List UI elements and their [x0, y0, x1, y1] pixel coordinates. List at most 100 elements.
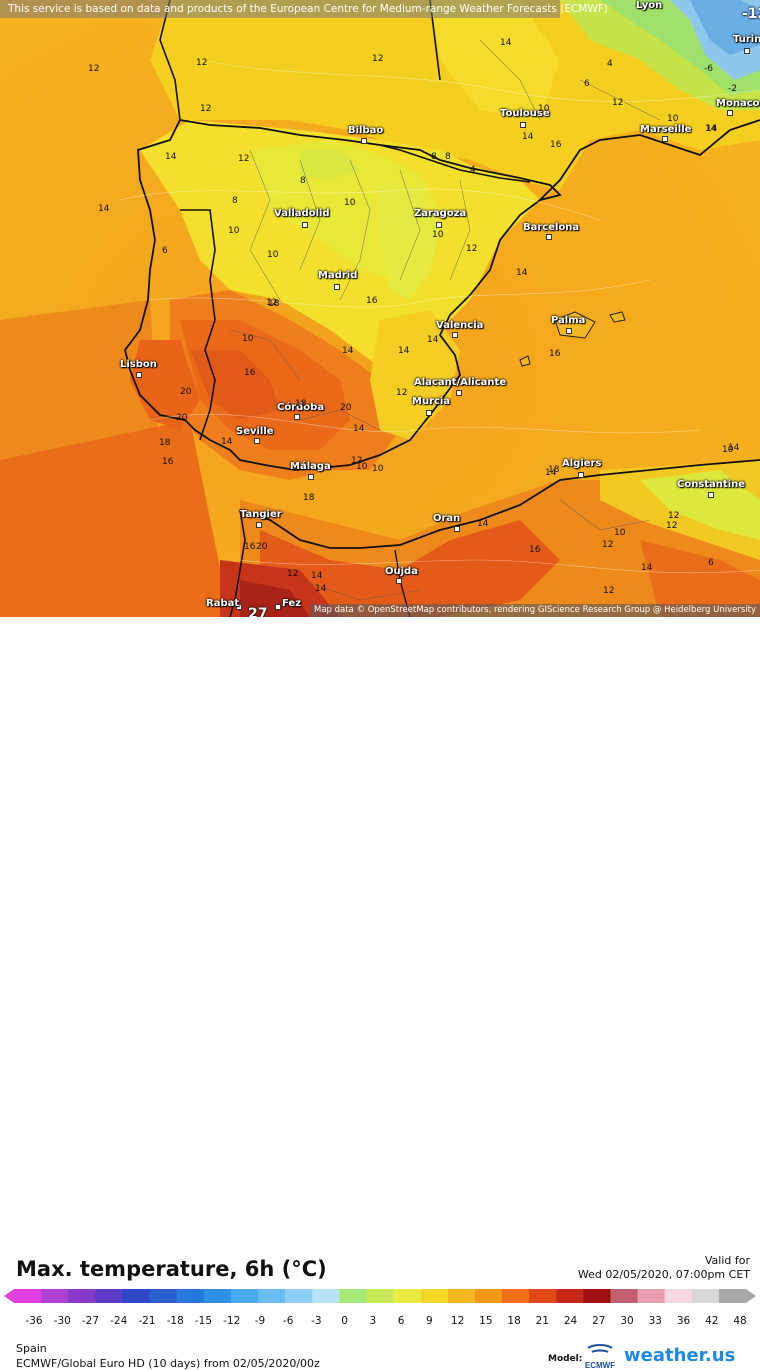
isotherm-value: 10 [344, 198, 356, 208]
city-label[interactable]: Seville [236, 426, 274, 437]
scale-swatch [718, 1289, 747, 1303]
scale-swatch [610, 1289, 639, 1303]
scale-swatch [664, 1289, 693, 1303]
city-label[interactable]: Oran [433, 513, 461, 524]
model-info: ECMWF/Global Euro HD (10 days) from 02/0… [16, 1357, 320, 1370]
city-label[interactable]: Barcelona [523, 222, 580, 233]
isotherm-value: 12 [266, 298, 278, 308]
scale-tick-label: 0 [341, 1315, 348, 1327]
legend-footer: Max. temperature, 6h (°C) Valid for Wed … [0, 617, 760, 1370]
isotherm-value: 18 [548, 465, 560, 475]
scale-tick-label: 30 [620, 1315, 634, 1327]
city-label[interactable]: Fez [282, 598, 302, 609]
isotherm-value: 10 [267, 250, 279, 260]
city-dot [454, 526, 460, 532]
isotherm-value: 14 [522, 132, 534, 142]
isotherm-value: 16 [549, 349, 561, 359]
scale-swatch [258, 1289, 286, 1303]
isotherm-value: 12 [372, 54, 384, 64]
isotherm-value: 14 [641, 563, 653, 573]
city-label[interactable]: Rabat [206, 598, 240, 609]
isotherm-value: 6 [708, 558, 714, 568]
city-label[interactable]: Lisbon [120, 359, 157, 370]
city-label[interactable]: Murcia [412, 396, 451, 407]
city-label[interactable]: Constantine [677, 479, 746, 490]
isotherm-value: 10 [242, 334, 254, 344]
city-label[interactable]: Córdoba [277, 402, 325, 413]
city-label[interactable]: Tangier [240, 509, 282, 520]
isotherm-value: 12 [612, 98, 624, 108]
isotherm-value: 8 [232, 196, 238, 206]
scale-swatch [203, 1289, 232, 1303]
city-dot [436, 222, 442, 228]
isotherm-value: 16 [550, 140, 562, 150]
city-label[interactable]: Turin [733, 34, 760, 45]
temperature-map[interactable]: This service is based on data and produc… [0, 0, 760, 617]
scale-tick-label: 3 [369, 1315, 377, 1327]
city-dot [275, 604, 281, 610]
scale-tick-label: -18 [166, 1315, 184, 1327]
scale-swatch [420, 1289, 449, 1303]
city-dot [708, 492, 714, 498]
map-canvas [0, 0, 760, 617]
scale-tick-label: 48 [733, 1315, 747, 1327]
isotherm-value: -12 [742, 6, 760, 22]
scale-tick-label: 21 [535, 1315, 549, 1327]
city-label[interactable]: Valladolid [274, 208, 330, 219]
isotherm-value: 14 [98, 204, 110, 214]
city-label[interactable]: Monaco [716, 98, 760, 109]
scale-swatch [230, 1289, 259, 1303]
city-label[interactable]: Bilbao [348, 125, 384, 136]
isotherm-value: 8 [445, 152, 451, 162]
city-label[interactable]: Valencia [436, 320, 484, 331]
isotherm-value: 12 [666, 521, 678, 531]
city-label[interactable]: Oujda [385, 566, 418, 577]
model-label: Model: [548, 1354, 583, 1364]
city-dot [426, 410, 432, 416]
city-label[interactable]: Zaragoza [414, 208, 467, 219]
isotherm-value: 16 [366, 296, 378, 306]
isotherm-value: 14 [165, 152, 177, 162]
isotherm-value: 16 [244, 368, 256, 378]
city-dot [254, 438, 260, 444]
scale-tick-label: -3 [311, 1315, 322, 1327]
city-dot [578, 472, 584, 478]
city-dot [396, 578, 402, 584]
scale-swatch [447, 1289, 476, 1303]
scale-tick-label: 6 [397, 1315, 405, 1327]
scale-tick-label: -21 [138, 1315, 156, 1327]
scale-swatch [502, 1289, 530, 1303]
city-label[interactable]: Algiers [562, 458, 602, 469]
isotherm-value: 14 [705, 124, 717, 134]
scale-swatch [366, 1289, 395, 1303]
city-label[interactable]: Alacant/Alicante [414, 377, 507, 388]
attribution-top: This service is based on data and produc… [0, 0, 608, 18]
brand-logo[interactable]: weather.us [624, 1345, 736, 1366]
isotherm-value: 18 [159, 438, 171, 448]
isotherm-value: 10 [356, 462, 368, 472]
isotherm-value: 16 [162, 457, 174, 467]
city-dot [520, 122, 526, 128]
isotherm-value: 10 [372, 464, 384, 474]
valid-time: Wed 02/05/2020, 07:00pm CET [577, 1268, 750, 1281]
city-dot [546, 234, 552, 240]
city-dot [236, 604, 242, 610]
city-label[interactable]: Palma [551, 315, 586, 326]
isotherm-value: 14 [545, 468, 557, 478]
city-label[interactable]: Lyon [636, 0, 663, 11]
city-label[interactable]: Madrid [318, 270, 358, 281]
city-label[interactable]: Málaga [290, 461, 331, 472]
city-dot [361, 138, 367, 144]
scale-tick-label: 33 [648, 1315, 662, 1327]
isotherm-value: 10 [538, 104, 550, 114]
isotherm-value: 12 [602, 540, 614, 550]
scale-swatch [583, 1289, 611, 1303]
city-label[interactable]: Toulouse [500, 108, 550, 119]
attribution-bottom: Map data © OpenStreetMap contributors, r… [310, 604, 760, 617]
scale-tick-label: -15 [194, 1315, 213, 1327]
isotherm-value: 14 [500, 38, 512, 48]
isotherm-value: -6 [704, 64, 713, 74]
isotherm-value: 14 [311, 571, 323, 581]
city-dot [308, 474, 314, 480]
city-label[interactable]: Marseille [640, 124, 692, 135]
